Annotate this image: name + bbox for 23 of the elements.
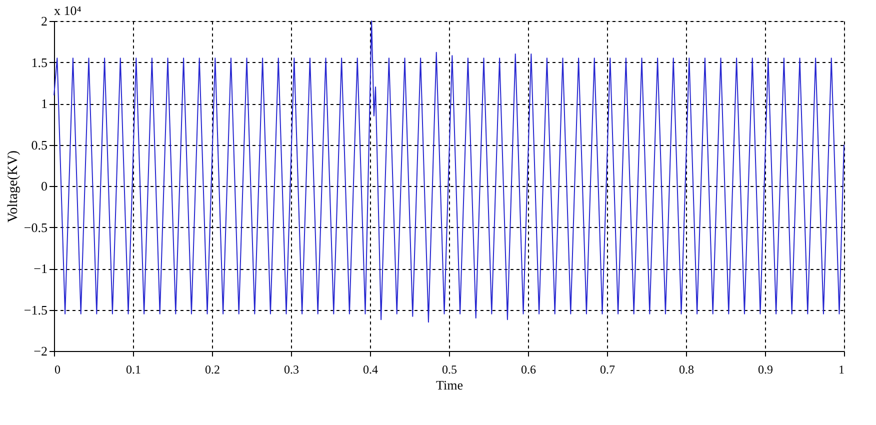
x-tick-label: 0.2 (205, 362, 220, 376)
x-tick-label: 0.8 (679, 362, 694, 376)
y-tick-label: −2 (34, 344, 48, 358)
y-axis-title: Voltage(KV) (6, 150, 21, 223)
y-tick-label: −0.5 (24, 220, 48, 235)
y-tick-label: 1.5 (31, 54, 48, 70)
x-tick-label: 0.5 (442, 362, 457, 376)
x-tick-label: 0.9 (758, 362, 773, 376)
x-tick-label: 0 (54, 362, 60, 376)
x-tick-label: 1 (838, 362, 844, 376)
x-tick-label: 0.4 (363, 362, 378, 376)
y-tick-label: 0.5 (31, 137, 48, 152)
x-axis-title: Time (436, 378, 464, 392)
y-tick-label: 0 (41, 178, 48, 194)
x-tick-label: 0.6 (521, 362, 536, 376)
x-tick-label: 0.1 (126, 362, 141, 376)
x-tick-label: 0.7 (600, 362, 615, 376)
y-tick-label: 2 (41, 14, 48, 28)
text: x 10⁴ (54, 3, 82, 18)
x-tick-label: 0.3 (284, 362, 299, 376)
y-tick-label: −1.5 (24, 302, 48, 318)
y-tick-label: −1 (34, 261, 48, 276)
y-tick-label: 1 (41, 96, 48, 111)
